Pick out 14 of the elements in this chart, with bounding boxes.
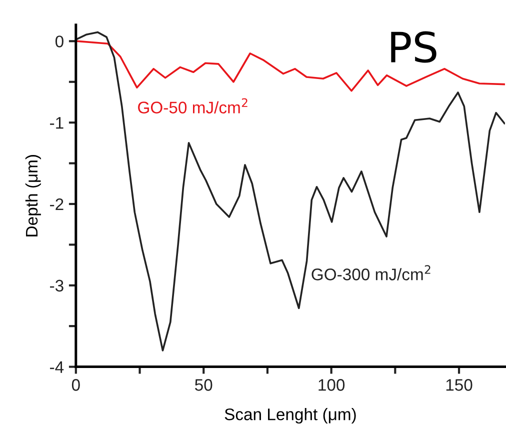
y-tick-label: -3 <box>50 280 64 292</box>
y-axis-title: Depth (μm) <box>25 155 41 236</box>
x-tick-label: 50 <box>195 379 212 391</box>
x-axis-title: Scan Lenght (μm) <box>224 408 356 424</box>
y-tick-label: -1 <box>50 117 64 129</box>
y-tick-label: -2 <box>50 198 64 210</box>
y-tick-label: 0 <box>55 36 64 48</box>
x-tick-label: 0 <box>72 379 80 391</box>
series-label: GO-50 mJ/cm$^{2}$ <box>138 98 248 114</box>
y-tick-label: -4 <box>50 361 64 373</box>
x-tick-label: 150 <box>446 379 472 391</box>
series-label: GO-300 mJ/cm$^{2}$ <box>312 265 430 280</box>
x-tick-label: 100 <box>318 379 345 391</box>
annotation: PS <box>391 31 436 63</box>
